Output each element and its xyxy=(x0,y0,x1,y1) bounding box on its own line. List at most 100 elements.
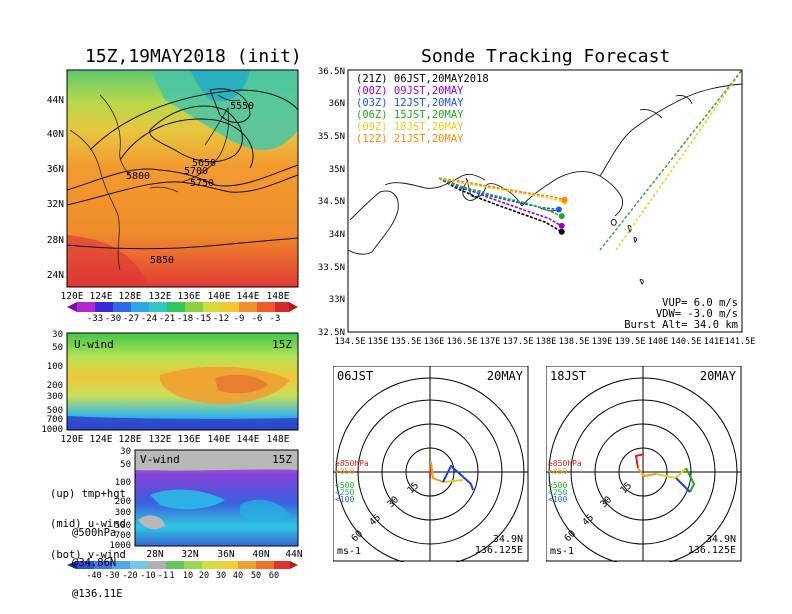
lat-label: 34.9N xyxy=(493,534,523,545)
note-mid-line1: (mid) u-wind xyxy=(50,518,126,530)
p-tick: 1000 xyxy=(109,541,131,551)
lon-tick: 141E xyxy=(704,337,724,347)
track-line-4 xyxy=(438,177,565,203)
p-tick: 100 xyxy=(47,362,63,372)
colorbar-tick: -20 xyxy=(122,571,137,581)
level-500: <500 xyxy=(335,481,354,490)
colorbar-tick: -27 xyxy=(123,314,139,324)
lon-tick: 138E xyxy=(536,337,556,347)
p-tick: 700 xyxy=(115,531,131,541)
level-250: <250 xyxy=(548,488,567,497)
lon-tick: 135.5E xyxy=(391,337,422,347)
lon-tick: 128E xyxy=(119,291,142,302)
lon-tick: 140E xyxy=(648,337,668,347)
p-tick: 100 xyxy=(115,478,131,488)
track-line-0 xyxy=(438,177,563,233)
colorbar-tick: 40 xyxy=(233,571,243,581)
unit: ms-1 xyxy=(337,546,361,557)
colorbar-tick: 1 xyxy=(169,571,174,581)
note-mid: (mid) u-wind @34.86N xyxy=(50,492,126,583)
colorbar-tick: -21 xyxy=(159,314,175,324)
uwind-label: U-wind xyxy=(74,338,114,351)
note-bot-line1: (bot) v-wind xyxy=(50,549,126,561)
vwind-time: 15Z xyxy=(272,453,292,466)
track-line-5 xyxy=(438,177,565,201)
p-tick: 200 xyxy=(47,381,63,391)
contour-label: 5700 xyxy=(184,166,208,177)
colorbar-wind xyxy=(67,561,298,569)
level-250: <250 xyxy=(335,488,354,497)
note-up-line1: (up) tmp+hgt xyxy=(50,488,126,500)
legend-03z: (03Z) 12JST,20MAY xyxy=(356,97,464,109)
lat-label: 34.9N xyxy=(706,534,736,545)
lat-tick: 33N xyxy=(329,295,345,305)
colorbar-tick: 50 xyxy=(251,571,261,581)
colorbar-tick: -6 xyxy=(252,314,263,324)
lon-tick: 120E xyxy=(61,291,84,302)
colorbar-500 xyxy=(67,302,298,312)
lon-tick: 136E xyxy=(424,337,444,347)
lon-tick: 137.5E xyxy=(503,337,534,347)
colorbar-tick: -40 xyxy=(86,571,101,581)
lon-tick: 135E xyxy=(368,337,388,347)
lat-tick: 44N xyxy=(47,95,64,106)
lon-tick: 132E xyxy=(149,434,172,445)
note-bot-line2: @136.11E xyxy=(72,588,123,600)
lon-tick: 128E xyxy=(119,434,142,445)
lat-tick: 28N xyxy=(146,549,163,560)
landing-point-3 xyxy=(558,213,565,220)
level-100: <100 xyxy=(335,495,354,504)
colorbar-tick: -1 xyxy=(158,571,168,581)
right-title: Sonde Tracking Forecast xyxy=(421,46,671,67)
p-tick: 50 xyxy=(120,460,131,470)
legend-12z: (12Z) 21JST,20MAY xyxy=(356,133,464,145)
lon-label: 136.125E xyxy=(475,545,523,556)
colorbar-tick: -30 xyxy=(104,571,119,581)
level-850up: ≥850hPa xyxy=(548,459,582,468)
lon-tick: 136.5E xyxy=(447,337,478,347)
track-line-2 xyxy=(438,177,559,211)
p-tick: 200 xyxy=(115,497,131,507)
info-burst: Burst Alt= 34.0 km xyxy=(624,319,738,331)
lat-tick: 36.5N xyxy=(318,67,345,77)
lon-tick: 139.5E xyxy=(615,337,646,347)
colorbar-tick: 10 xyxy=(183,571,193,581)
lon-tick: 124E xyxy=(90,434,113,445)
p-tick: 1000 xyxy=(41,425,63,435)
p-tick: 500 xyxy=(47,406,63,416)
level-850up: ≥850hPa xyxy=(335,459,369,468)
landing-point-0 xyxy=(558,228,565,235)
legend-21z: (21Z) 06JST,20MAY2018 xyxy=(356,73,489,85)
lon-tick: 148E xyxy=(267,291,290,302)
colorbar-tick: -33 xyxy=(87,314,103,324)
lat-tick: 34N xyxy=(329,230,345,240)
track-lines xyxy=(438,69,743,251)
lat-tick: 33.5N xyxy=(318,263,345,273)
contour-label: 5750 xyxy=(190,178,214,189)
lon-tick: 136E xyxy=(178,434,201,445)
lat-tick: 32N xyxy=(181,549,198,560)
note-bot: (bot) v-wind @136.11E xyxy=(50,523,126,614)
p-tick: 50 xyxy=(52,343,63,353)
lon-tick: 148E xyxy=(267,434,290,445)
lon-tick: 132E xyxy=(149,291,172,302)
hodograph-path xyxy=(429,461,474,491)
p-tick: 500 xyxy=(115,521,131,531)
colorbar-tick: -10 xyxy=(140,571,155,581)
colorbar-tick: 60 xyxy=(269,571,279,581)
lat-tick: 36N xyxy=(329,99,345,109)
ascent-line-1 xyxy=(599,69,743,251)
colorbar-tick: 30 xyxy=(216,571,226,581)
lon-tick: 134.5E xyxy=(335,337,366,347)
p-tick: 300 xyxy=(47,392,63,402)
lat-tick: 44N xyxy=(285,549,302,560)
ascent-line-0 xyxy=(615,69,743,251)
vwind-label: V-wind xyxy=(140,453,180,466)
contour-label: 5550 xyxy=(230,101,254,112)
colorbar-tick: -18 xyxy=(177,314,193,324)
info-vdw: VDW= -3.0 m/s xyxy=(656,308,738,320)
lat-tick: 40N xyxy=(47,129,64,140)
hodograph-right: 18JST 20MAY 15 30 45 60 ≥850hPa <850 <50… xyxy=(546,366,742,562)
lon-tick: 138.5E xyxy=(559,337,590,347)
